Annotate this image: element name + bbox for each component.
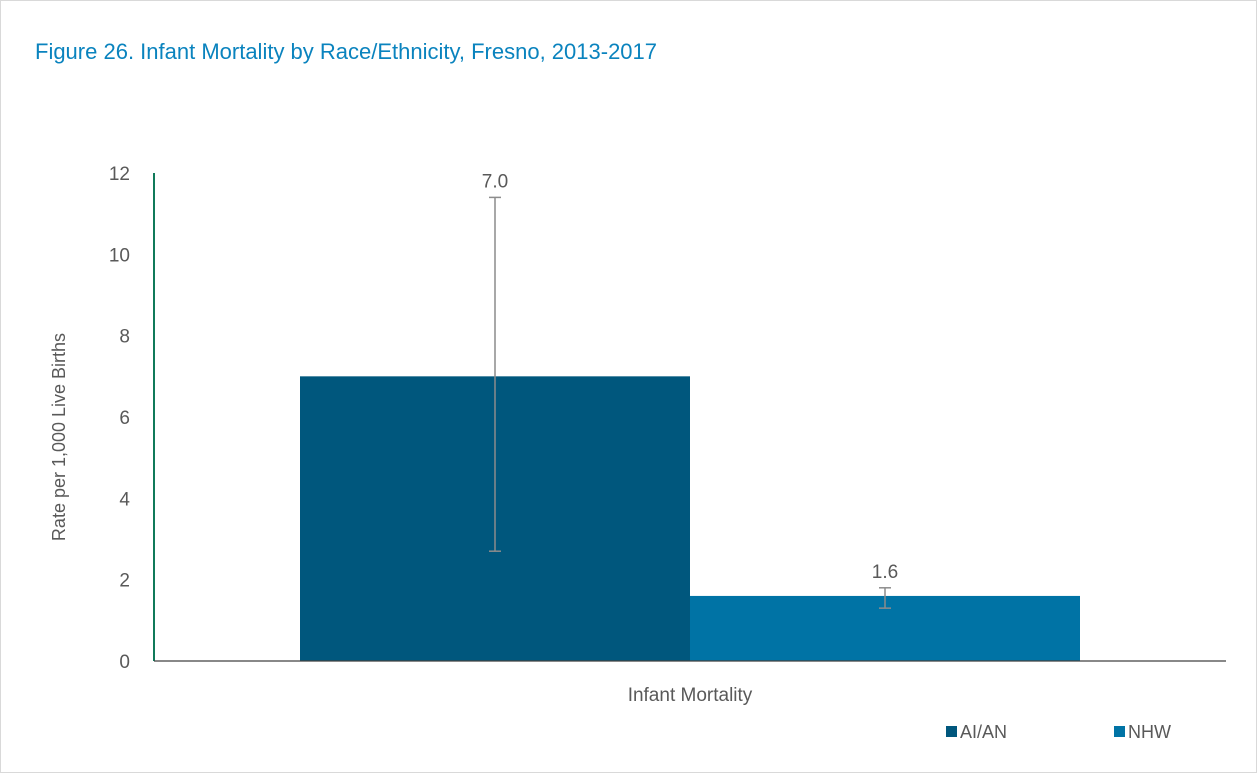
error-bar	[879, 587, 891, 609]
legend: AI/AN NHW	[946, 722, 1171, 742]
legend-swatch	[1114, 726, 1125, 737]
y-tick-label: 6	[119, 408, 130, 429]
legend-item: NHW	[1114, 722, 1171, 742]
y-tick-label: 8	[119, 327, 130, 348]
y-tick-labels: 0 2 4 6 8 10 12	[109, 164, 131, 673]
y-tick-label: 12	[109, 164, 130, 185]
x-category-label: Infant Mortality	[628, 685, 753, 706]
data-labels: 7.0 1.6	[482, 171, 898, 582]
chart-title: Figure 26. Infant Mortality by Race/Ethn…	[35, 39, 658, 64]
bars	[300, 376, 1080, 661]
legend-label: NHW	[1128, 722, 1171, 742]
legend-item: AI/AN	[946, 722, 1007, 742]
y-tick-label: 4	[119, 489, 130, 510]
y-tick-label: 2	[119, 571, 130, 592]
y-axis-title: Rate per 1,000 Live Births	[49, 333, 69, 541]
legend-label: AI/AN	[960, 722, 1007, 742]
legend-swatch	[946, 726, 957, 737]
data-label: 7.0	[482, 171, 508, 192]
y-tick-label: 10	[109, 245, 130, 266]
error-bar	[489, 196, 501, 552]
error-bars	[489, 196, 891, 609]
y-tick-label: 0	[119, 652, 130, 673]
data-label: 1.6	[872, 562, 898, 583]
